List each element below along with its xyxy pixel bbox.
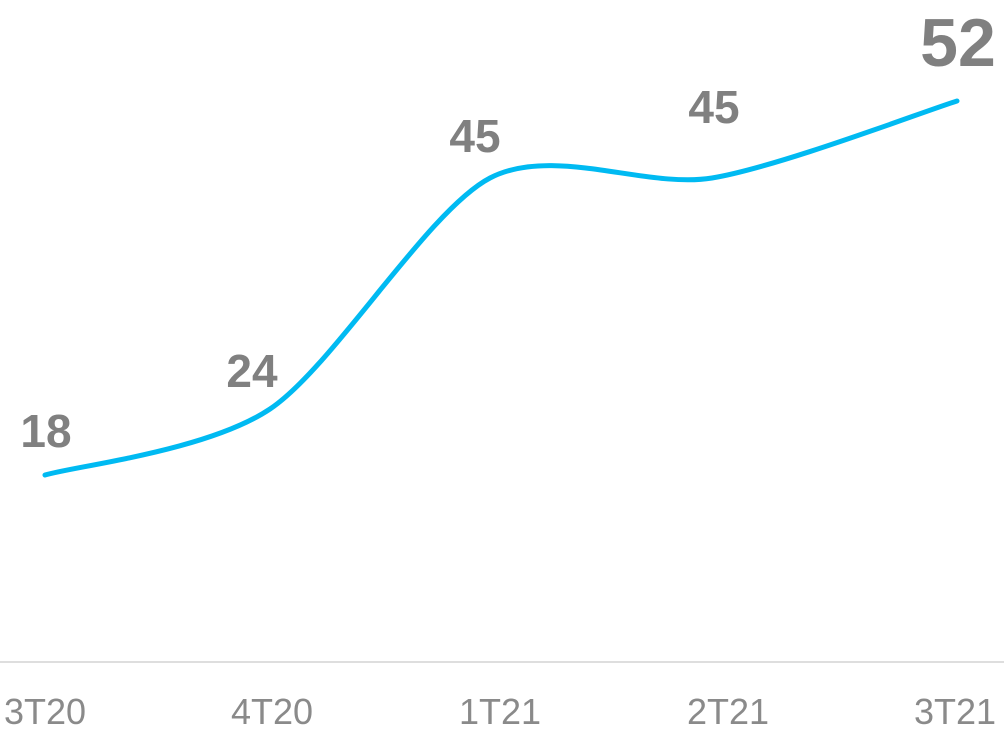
x-tick-label: 1T21 [459,691,541,729]
x-tick-label: 2T21 [687,691,769,729]
x-tick-label: 3T20 [4,691,86,729]
data-label: 45 [688,81,739,133]
series-line [42,98,960,478]
data-label: 24 [226,345,278,397]
x-tick-label: 3T21 [914,691,996,729]
x-tick-label: 4T20 [231,691,313,729]
data-label: 18 [20,405,71,457]
data-labels: 18 24 45 45 52 [20,5,995,457]
data-label: 45 [449,110,500,162]
tick-labels: 3T20 4T20 1T21 2T21 3T21 [4,691,996,729]
highlighted-data-label: 52 [920,5,996,81]
